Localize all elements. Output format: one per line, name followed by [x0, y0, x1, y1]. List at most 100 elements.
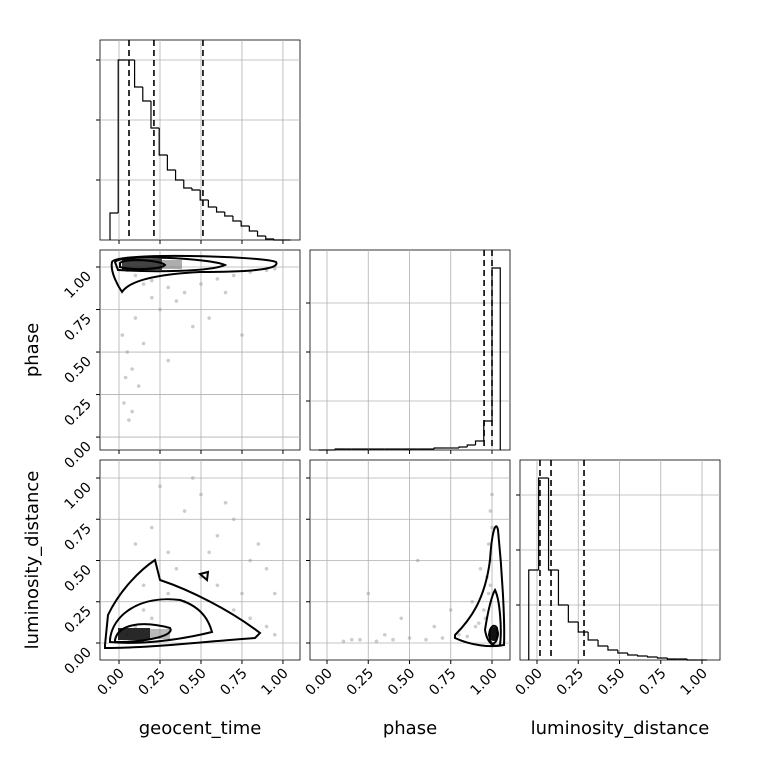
x-axis-label: phase: [383, 718, 437, 739]
scatter-point: [150, 278, 154, 283]
scatter-point: [382, 632, 387, 637]
scatter-point: [481, 608, 486, 612]
x-tick-label: 0.50: [385, 666, 418, 699]
scatter-point: [215, 583, 220, 588]
histogram-bin: [607, 646, 618, 651]
contour: [114, 623, 172, 644]
y-tick-label: 0.25: [61, 396, 94, 429]
histogram-bin: [215, 207, 225, 213]
scatter-point: [123, 375, 128, 380]
histogram-bin: [557, 570, 569, 606]
scatter-point: [182, 290, 187, 295]
y-tick-label: 0.00: [61, 439, 94, 472]
histogram-bin: [109, 212, 119, 240]
x-axis-label: luminosity_distance: [531, 718, 710, 739]
histogram-bin: [150, 101, 160, 129]
x-tick-label: 1.00: [467, 666, 500, 699]
x-tick-label: 0.00: [94, 666, 127, 699]
y-tick-label: 0.75: [61, 521, 94, 554]
x-tick-label: 0.25: [344, 666, 377, 699]
plot-frame: [309, 459, 511, 661]
scatter-point: [473, 624, 478, 629]
scatter-point: [174, 566, 179, 571]
scatter-point: [415, 558, 420, 563]
x-tick-label: 1.00: [258, 666, 291, 699]
histogram-bin: [133, 60, 143, 88]
histogram-bin: [183, 180, 192, 189]
x-tick-label: 0.75: [426, 666, 459, 699]
scatter-point: [130, 367, 134, 371]
plot-frame: [99, 39, 301, 241]
scatter-point: [199, 492, 203, 497]
histogram-bin: [158, 128, 168, 156]
histogram-bin: [577, 622, 589, 633]
contour: [109, 598, 214, 644]
histogram-bin: [458, 446, 468, 448]
histogram-bin: [587, 632, 599, 641]
histogram-bin: [666, 658, 678, 660]
histogram-bin: [466, 444, 476, 447]
scatter-point: [374, 639, 379, 644]
scatter-point: [486, 542, 491, 546]
y-axis-label: luminosity_distance: [22, 471, 43, 650]
scatter-point: [141, 282, 146, 286]
histogram-bin: [117, 59, 127, 213]
x-axis-label: geocent_time: [139, 718, 262, 739]
scatter-point: [407, 636, 412, 640]
histogram-bin: [617, 650, 628, 654]
histogram-bin: [538, 477, 549, 570]
x-tick-label: 0.00: [302, 666, 335, 699]
histogram-bin: [142, 87, 151, 102]
density-contours: [104, 254, 506, 650]
x-tick-label: 0.75: [636, 666, 669, 699]
y-tick-label: 1.00: [61, 269, 94, 302]
contour: [119, 259, 167, 271]
y-tick-label: 0.25: [61, 603, 94, 636]
scatter-point: [150, 525, 154, 530]
scatter-point: [349, 637, 354, 642]
scatter-point: [256, 542, 261, 546]
scatter-point: [358, 637, 362, 642]
scatter-point: [182, 509, 187, 513]
scatter-point: [366, 591, 371, 596]
plot-frame: [99, 249, 301, 451]
y-tick-label: 0.75: [61, 311, 94, 344]
scatter-point: [207, 550, 211, 555]
histogram-bin: [334, 448, 344, 450]
scatter-point: [223, 500, 228, 505]
scatter-point: [150, 616, 154, 621]
scatter-point: [166, 285, 170, 290]
contour: [454, 525, 506, 648]
histogram-bin: [686, 659, 698, 661]
scatter-point: [199, 282, 203, 286]
contour: [110, 254, 278, 294]
histogram-bin: [567, 605, 579, 623]
histogram-bin: [248, 226, 258, 232]
histogram-bin: [265, 236, 274, 240]
scatter-point: [264, 624, 269, 629]
scatter-point: [272, 266, 277, 271]
scatter-point: [272, 591, 277, 596]
scatter-point: [125, 350, 130, 354]
histogram-bin: [656, 657, 668, 659]
y-axis-label: phase: [22, 323, 43, 377]
scatter-point: [141, 341, 146, 346]
scatter-point: [424, 637, 428, 642]
scatter-point: [486, 591, 491, 596]
histogram-bin: [547, 478, 559, 571]
scatter-point: [120, 333, 125, 337]
plot-frame: [309, 249, 511, 451]
scatter-point: [470, 599, 475, 604]
histogram-bin: [433, 447, 443, 449]
histogram-bin: [474, 440, 484, 445]
x-tick-label: 0.25: [554, 666, 587, 699]
scatter-point: [391, 637, 395, 642]
scatter-point: [215, 533, 220, 538]
scatter-point: [133, 273, 138, 278]
scatter-point: [133, 316, 138, 320]
scatter-point: [231, 273, 236, 278]
scatter-point: [399, 616, 404, 621]
histogram-bin: [273, 239, 283, 241]
histogram-bin: [597, 640, 608, 647]
